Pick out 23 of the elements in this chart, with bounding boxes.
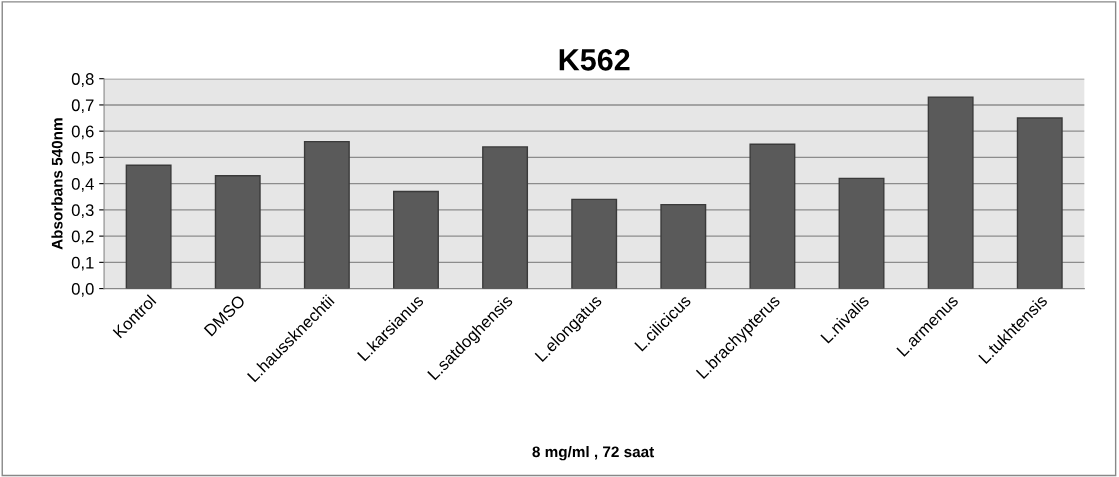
y-tick-label: 0,1 [71,256,94,271]
bar [214,175,261,289]
y-tick-label: 0,5 [71,151,94,166]
chart-title: K562 [559,49,630,71]
y-tick-label: 0,0 [71,282,94,297]
bar [571,198,618,289]
bar [660,203,707,289]
bar [303,140,350,289]
bar [927,96,974,289]
y-tick-label: 0,6 [71,125,94,140]
bar [392,190,439,289]
y-axis-title: Absorbans 540nm [51,118,63,250]
y-tick-label: 0,8 [71,73,94,87]
y-tick-label: 0,4 [71,178,94,192]
y-tick-label: 0,2 [71,230,94,245]
bar [749,143,796,289]
bar [838,177,885,289]
y-tick-label: 0,7 [71,99,94,114]
y-tick-label: 0,3 [71,204,94,219]
bar [125,164,172,289]
bar [1016,117,1063,289]
bar [482,146,529,289]
x-axis-title: 8 mg/ml , 72 saat [532,446,655,461]
